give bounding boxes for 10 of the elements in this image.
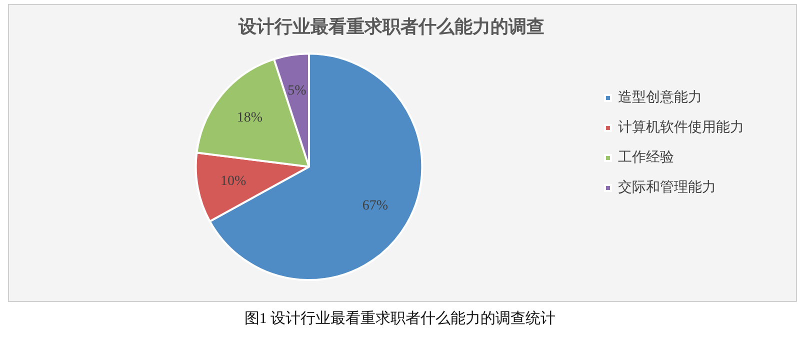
data-label: 10% — [220, 174, 247, 189]
legend-label: 交际和管理能力 — [618, 180, 716, 196]
legend-label: 工作经验 — [618, 150, 674, 166]
caption: 图1 设计行业最看重求职者什么能力的调查统计 — [243, 310, 557, 328]
chart-title: 设计行业最看重求职者什么能力的调查 — [238, 16, 544, 38]
data-label: 67% — [362, 198, 388, 214]
data-label: 5% — [288, 83, 307, 98]
data-label: 18% — [236, 110, 263, 126]
legend-label: 计算机软件使用能力 — [618, 120, 744, 136]
legend-label: 造型创意能力 — [618, 90, 702, 106]
